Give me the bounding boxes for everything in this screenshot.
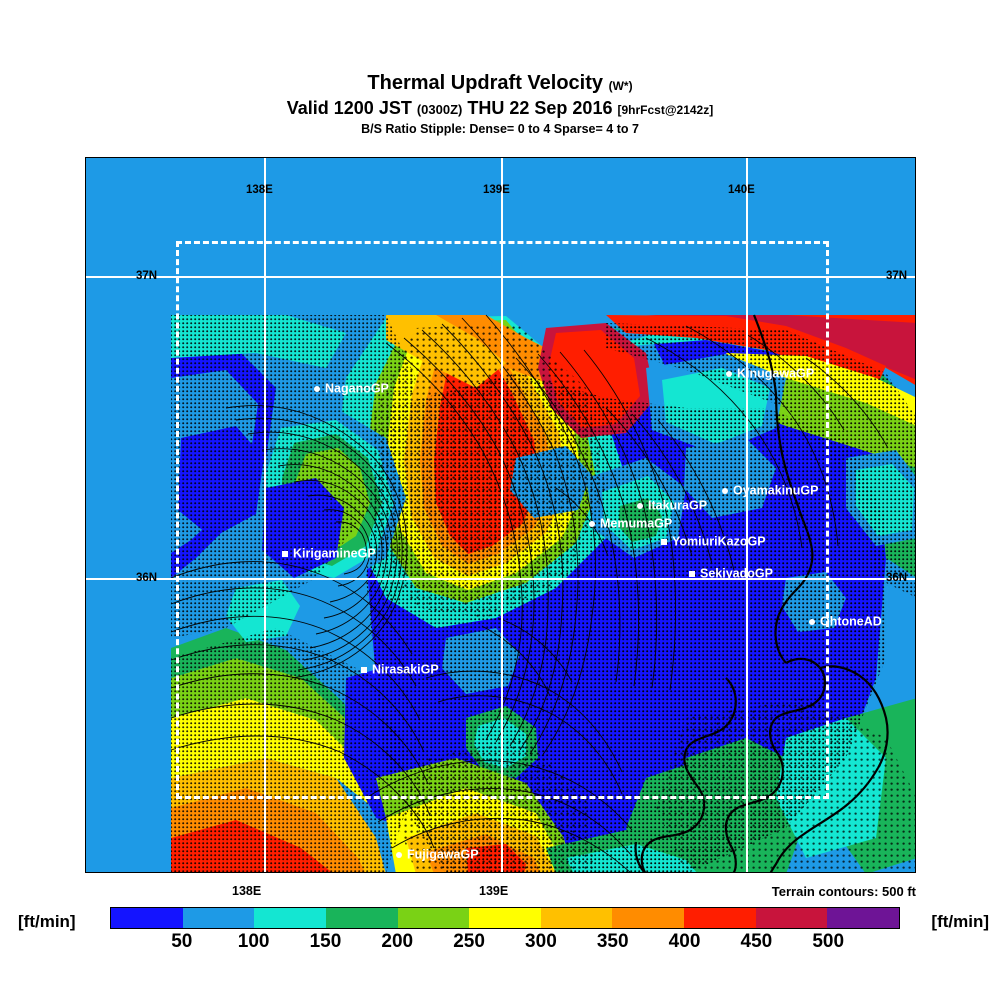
meridian-139e [501,158,503,872]
map-canvas: 138E 139E 140E 37N 36N 37N 36N NaganoGP … [86,158,915,872]
lon-label-top-1: 139E [483,184,510,196]
station-label: NirasakiGP [372,662,439,677]
lon-label-top-2: 140E [728,184,755,196]
parallel-37n [86,276,915,278]
station-label: FujigawaGP [407,847,479,862]
station-fujigawa[interactable]: FujigawaGP [396,848,479,861]
station-marker-icon [809,618,815,625]
lat-label-right-36n: 36N [886,572,908,584]
colorbar-segment-6 [540,908,613,928]
valid-date: THU 22 Sep 2016 [467,98,613,118]
colorbar-unit-right: [ft/min] [931,912,989,931]
colorbar-segment-2 [254,908,326,928]
colorbar-tick-50: 50 [171,931,193,952]
colorbar-segment-8 [684,908,756,928]
colorbar-tick-500: 500 [812,931,845,952]
station-label: KirigamineGP [293,546,376,561]
lon-label-top-0: 138E [246,184,273,196]
valid-time-prefix: Valid 1200 JST [286,98,412,118]
station-marker-icon [361,666,367,673]
colorbar-unit-left: [ft/min] [18,912,76,931]
lat-label-left-36n: 36N [136,572,158,584]
forecast-map[interactable]: 138E 139E 140E 37N 36N 37N 36N NaganoGP … [85,157,916,873]
station-marker-icon [589,520,595,527]
station-kirigamine[interactable]: KirigamineGP [282,547,376,560]
station-label: OhtoneAD [820,614,882,629]
colorbar-tick-200: 200 [381,931,414,952]
lon-label-bottom-1: 139E [479,884,509,898]
colorbar-tick-350: 350 [596,931,629,952]
colorbar-tick-450: 450 [740,931,773,952]
station-label: OyamakinuGP [733,483,819,498]
colorbar-tick-300: 300 [525,931,557,952]
station-marker-icon [722,487,728,494]
station-memuma[interactable]: MemumaGP [589,517,672,530]
station-sekiyado[interactable]: SekiyadoGP [689,567,773,580]
valid-time-line: Valid 1200 JST (0300Z) THU 22 Sep 2016 [… [0,97,1000,121]
station-label: SekiyadoGP [700,566,773,581]
station-marker-icon [726,370,732,377]
station-marker-icon [661,538,667,545]
lat-label-left-37n: 37N [136,270,158,282]
station-marker-icon [396,851,402,858]
colorbar: [ft/min] [ft/min] 50 100 150 200 250 300 350 40… [0,903,1000,963]
valid-time-utc: (0300Z) [416,102,463,117]
title-block: Thermal Updraft Velocity (W*) Valid 1200… [0,72,1000,137]
colorbar-segment-3 [325,908,398,928]
sector-boundary-box [176,241,829,799]
station-nirasaki[interactable]: NirasakiGP [361,663,439,676]
forecast-bracket: [9hrFcst@2142z] [617,103,714,117]
colorbar-swatches [110,907,900,929]
colorbar-segment-5 [469,908,541,928]
page-title: Thermal Updraft Velocity (W*) [0,72,1000,96]
lon-label-bottom-0: 138E [232,884,262,898]
terrain-contour-note: Terrain contours: 500 ft [771,884,916,899]
station-oyamakinu[interactable]: OyamakinuGP [722,484,818,497]
colorbar-tick-250: 250 [453,931,485,952]
lat-label-right-37n: 37N [886,270,908,282]
thermal-velocity-field [86,158,915,872]
parallel-36n [86,578,915,580]
station-label: MemumaGP [600,516,673,531]
colorbar-segment-4 [397,908,470,928]
page-title-subscript: (W*) [608,79,633,93]
station-ohtone[interactable]: OhtoneAD [809,615,882,628]
station-label: ItakuraGP [648,498,708,513]
colorbar-segment-0 [111,908,183,928]
colorbar-tick-100: 100 [237,931,270,952]
station-yomiurikazo[interactable]: YomiuriKazoGP [661,535,766,548]
station-label: YomiuriKazoGP [672,534,766,549]
station-kinugawa[interactable]: KinugawaGP [726,367,814,380]
station-marker-icon [689,570,695,577]
colorbar-segment-10 [827,908,900,928]
station-label: NaganoGP [325,381,389,396]
meridian-140e [746,158,748,872]
station-label: KinugawaGP [737,366,815,381]
colorbar-segment-1 [182,908,255,928]
station-marker-icon [637,502,643,509]
colorbar-segment-9 [755,908,828,928]
colorbar-tick-150: 150 [309,931,342,952]
station-marker-icon [314,385,320,392]
station-marker-icon [282,550,288,557]
page-title-text: Thermal Updraft Velocity [367,72,604,94]
colorbar-segment-7 [612,908,685,928]
colorbar-tick-400: 400 [668,931,701,952]
meridian-138e [264,158,266,872]
station-itakura[interactable]: ItakuraGP [637,499,707,512]
stipple-legend-note: B/S Ratio Stipple: Dense= 0 to 4 Sparse=… [361,122,639,136]
station-nagano[interactable]: NaganoGP [314,382,389,395]
